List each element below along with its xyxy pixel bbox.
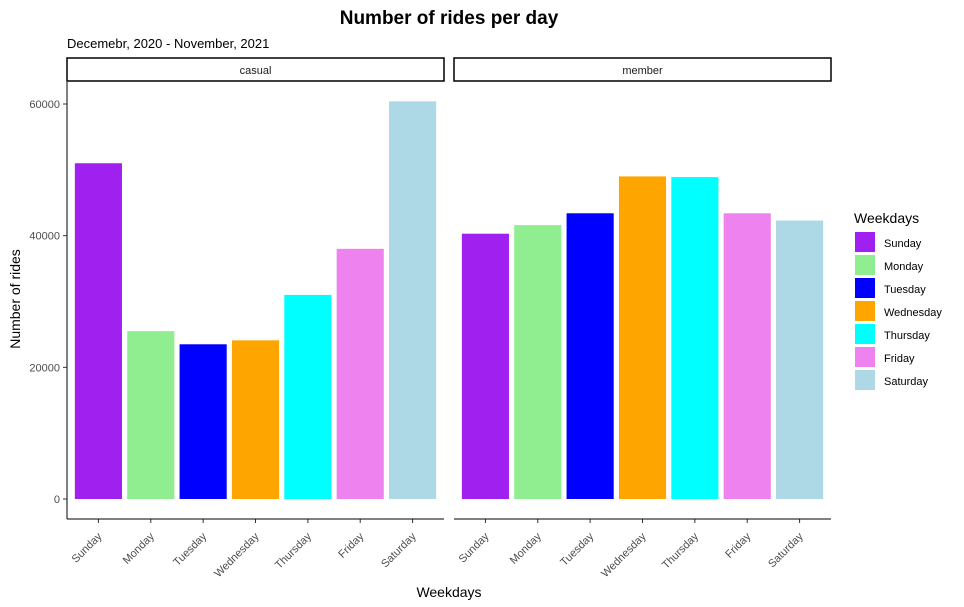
bar-casual-tuesday bbox=[179, 344, 227, 499]
legend-key-saturday bbox=[855, 370, 875, 390]
x-axis-title: Weekdays bbox=[416, 584, 481, 600]
x-tick-label-member-sunday: Sunday bbox=[457, 530, 492, 565]
chart-title: Number of rides per day bbox=[340, 8, 559, 29]
bar-member-saturday bbox=[776, 220, 824, 499]
bar-member-wednesday bbox=[618, 176, 667, 499]
facet-strip-casual bbox=[66, 57, 445, 82]
x-tick-label-casual-saturday: Saturday bbox=[379, 530, 419, 570]
bar-casual-monday bbox=[127, 331, 175, 499]
x-tick-label-casual-tuesday: Tuesday bbox=[171, 530, 209, 568]
y-axis: 0 20000 40000 60000 bbox=[29, 99, 67, 506]
legend-key-thursday bbox=[855, 324, 875, 344]
facet-label-member: member bbox=[622, 65, 663, 77]
x-tick-label-member-monday: Monday bbox=[508, 530, 545, 567]
bar-casual-sunday bbox=[74, 163, 122, 499]
chart-subtitle: Decemebr, 2020 - November, 2021 bbox=[67, 36, 269, 51]
y-tick-label-20000: 20000 bbox=[29, 362, 60, 374]
facet-strip-member bbox=[453, 57, 832, 82]
x-tick-label-casual-sunday: Sunday bbox=[70, 530, 105, 565]
y-tick-label-60000: 60000 bbox=[29, 99, 60, 111]
x-tick-label-member-thursday: Thursday bbox=[660, 530, 701, 571]
panel-member: member Sunday Monday Tuesday Wednesday Thursd… bbox=[453, 57, 832, 580]
x-tick-label-member-saturday: Saturday bbox=[766, 530, 806, 570]
bar-casual-thursday bbox=[284, 294, 332, 499]
x-tick-label-member-wednesday: Wednesday bbox=[599, 530, 649, 580]
legend-key-monday bbox=[855, 255, 875, 275]
y-tick-label-40000: 40000 bbox=[29, 231, 60, 243]
legend-label-thursday: Thursday bbox=[884, 330, 930, 342]
x-tick-label-casual-thursday: Thursday bbox=[273, 530, 314, 571]
bar-member-sunday bbox=[461, 233, 509, 500]
legend-key-wednesday bbox=[855, 301, 875, 321]
legend-key-friday bbox=[855, 347, 875, 367]
y-tick-label-0: 0 bbox=[54, 494, 60, 506]
bar-member-thursday bbox=[671, 177, 719, 499]
legend-label-friday: Friday bbox=[884, 353, 915, 365]
bar-member-tuesday bbox=[566, 213, 614, 500]
legend-label-tuesday: Tuesday bbox=[884, 284, 926, 296]
x-tick-label-casual-wednesday: Wednesday bbox=[212, 530, 262, 580]
panel-casual: casual Sunday Monday Tuesday Wednesday Thursd… bbox=[66, 57, 445, 580]
legend: Weekdays Sunday Monday Tuesday Wednesday Thu… bbox=[854, 210, 942, 390]
x-tick-label-member-friday: Friday bbox=[723, 530, 753, 560]
legend-title: Weekdays bbox=[854, 210, 919, 226]
x-tick-label-casual-monday: Monday bbox=[121, 530, 158, 567]
legend-label-saturday: Saturday bbox=[884, 376, 929, 388]
bar-casual-wednesday bbox=[231, 340, 280, 499]
legend-label-sunday: Sunday bbox=[884, 238, 922, 250]
x-tick-label-member-tuesday: Tuesday bbox=[558, 530, 596, 568]
x-tick-label-casual-friday: Friday bbox=[336, 530, 366, 560]
legend-label-wednesday: Wednesday bbox=[884, 307, 942, 319]
bar-casual-friday bbox=[336, 248, 384, 499]
legend-key-sunday bbox=[855, 232, 875, 252]
legend-label-monday: Monday bbox=[884, 261, 924, 273]
legend-key-tuesday bbox=[855, 278, 875, 298]
y-axis-title: Number of rides bbox=[7, 249, 23, 349]
facet-label-casual: casual bbox=[240, 65, 272, 77]
bar-member-friday bbox=[723, 213, 771, 500]
bar-casual-saturday bbox=[389, 101, 437, 499]
bar-member-monday bbox=[514, 225, 562, 499]
